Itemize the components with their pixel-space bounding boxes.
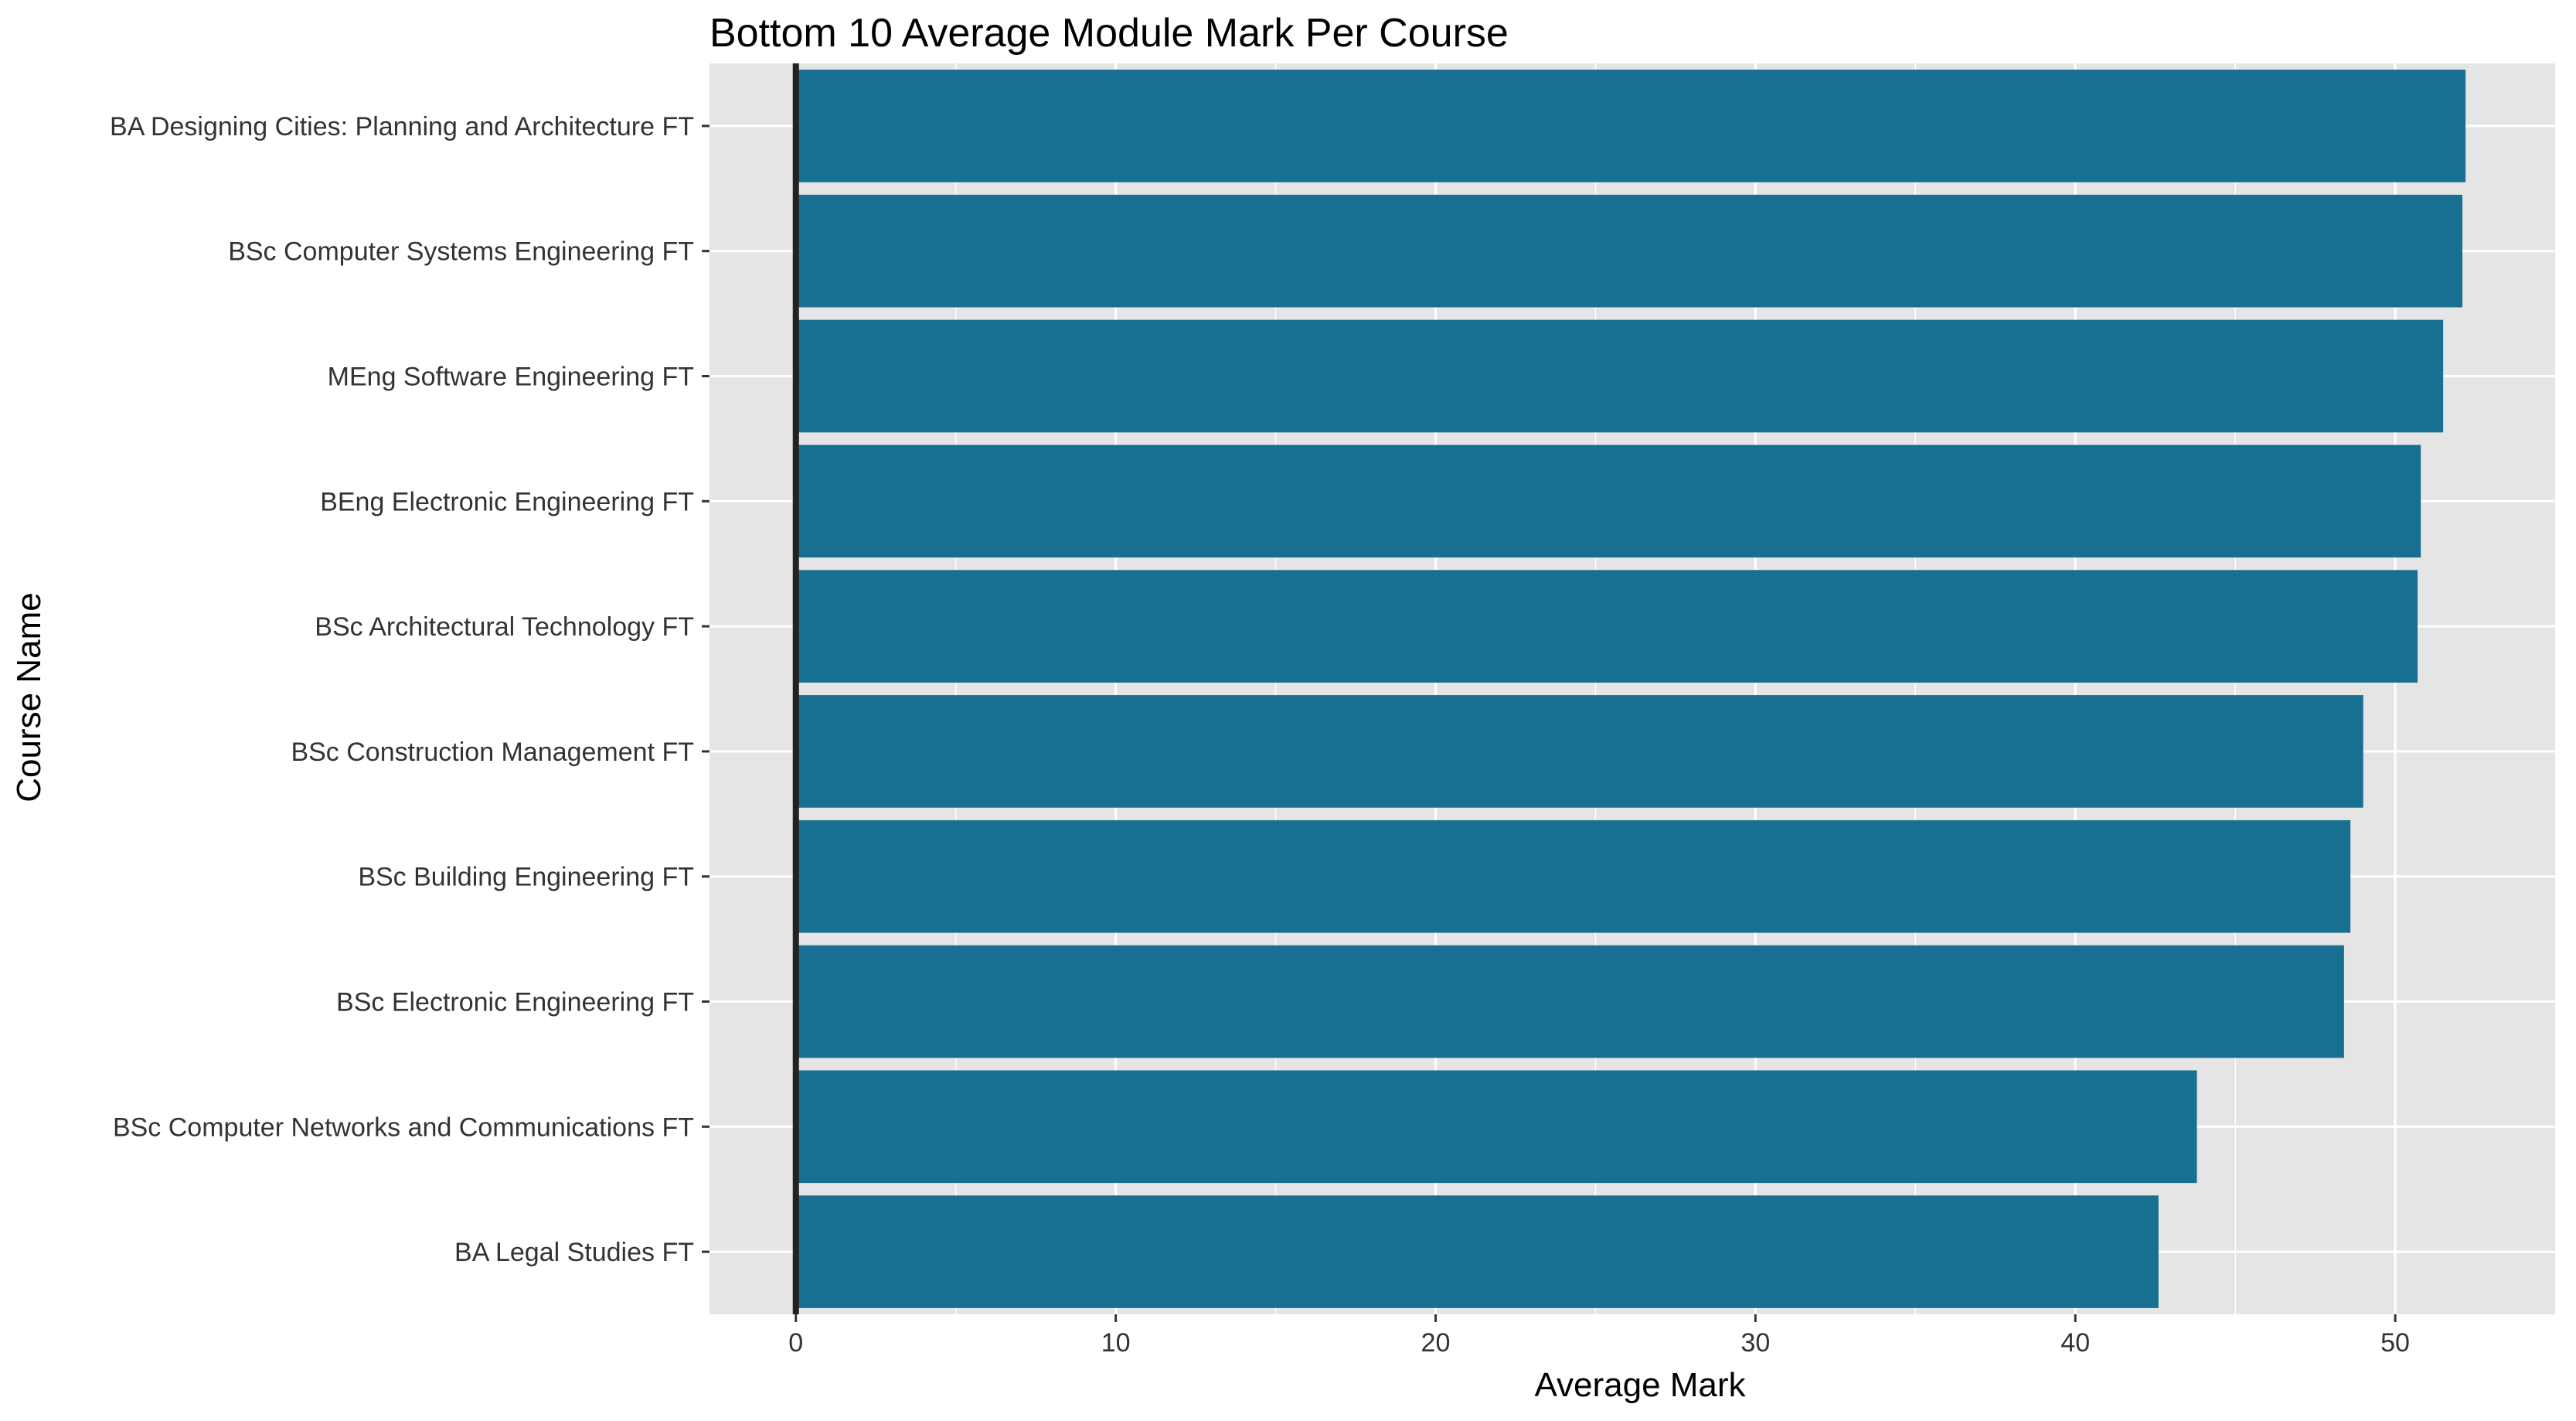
bars xyxy=(795,70,2466,1308)
bar xyxy=(795,1195,2159,1308)
x-tick-label: 40 xyxy=(2060,1328,2090,1358)
x-tick-label: 30 xyxy=(1741,1328,1770,1358)
bar xyxy=(795,570,2418,683)
y-axis-title: Course Name xyxy=(10,592,48,802)
bar xyxy=(795,820,2351,933)
y-tick-label: BSc Electronic Engineering FT xyxy=(336,988,694,1017)
bar xyxy=(795,1070,2197,1184)
y-axis: BA Designing Cities: Planning and Archit… xyxy=(110,112,710,1267)
x-tick-label: 10 xyxy=(1101,1328,1131,1358)
y-tick-label: MEng Software Engineering FT xyxy=(328,363,694,392)
y-tick-label: BSc Computer Systems Engineering FT xyxy=(228,237,694,267)
x-axis: 0 10 20 30 40 50 xyxy=(788,1314,2410,1358)
y-tick-label: BSc Building Engineering FT xyxy=(358,863,694,892)
y-tick-label: BSc Architectural Technology FT xyxy=(315,612,694,642)
x-tick-label: 50 xyxy=(2380,1328,2410,1358)
bar xyxy=(795,695,2363,808)
x-tick-label: 20 xyxy=(1421,1328,1451,1358)
bar xyxy=(795,70,2466,182)
y-tick-label: BEng Electronic Engineering FT xyxy=(320,487,694,516)
bar xyxy=(795,194,2462,308)
y-tick-label: BSc Computer Networks and Communications… xyxy=(113,1113,694,1142)
x-axis-title: Average Mark xyxy=(1534,1366,1746,1404)
bar xyxy=(795,319,2444,433)
y-tick-label: BA Designing Cities: Planning and Archit… xyxy=(110,112,694,141)
y-tick-label: BSc Construction Management FT xyxy=(291,738,694,767)
x-tick-label: 0 xyxy=(788,1328,803,1358)
bar xyxy=(795,945,2344,1058)
y-tick-label: BA Legal Studies FT xyxy=(454,1238,694,1267)
bar xyxy=(795,445,2421,558)
chart-title: Bottom 10 Average Module Mark Per Course xyxy=(710,11,1509,56)
